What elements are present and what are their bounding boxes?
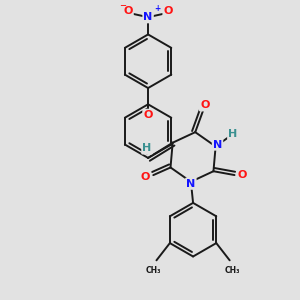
Text: +: + bbox=[154, 4, 160, 14]
Text: H: H bbox=[228, 129, 238, 139]
Text: N: N bbox=[213, 140, 222, 149]
Text: O: O bbox=[141, 172, 150, 182]
Text: N: N bbox=[143, 12, 153, 22]
Text: CH₃: CH₃ bbox=[146, 266, 161, 275]
Text: O: O bbox=[164, 7, 173, 16]
Text: O: O bbox=[123, 7, 133, 16]
Text: H: H bbox=[142, 143, 152, 153]
Text: O: O bbox=[200, 100, 209, 110]
Text: O: O bbox=[143, 110, 153, 120]
Text: −: − bbox=[119, 1, 126, 10]
Text: O: O bbox=[238, 170, 247, 180]
Text: N: N bbox=[186, 179, 196, 189]
Text: CH₃: CH₃ bbox=[225, 266, 240, 275]
